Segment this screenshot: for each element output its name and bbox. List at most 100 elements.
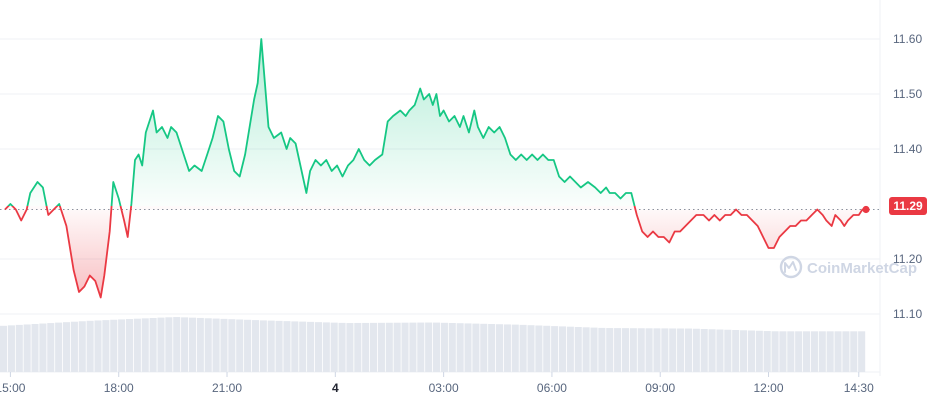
volume-bar: [220, 318, 228, 372]
volume-bar: [283, 321, 291, 372]
volume-bar: [23, 324, 31, 372]
volume-bar: [322, 322, 330, 372]
volume-bar: [118, 319, 126, 372]
volume-bar: [393, 322, 401, 372]
volume-bar: [464, 323, 472, 372]
volume-bar: [598, 327, 606, 372]
volume-bar: [495, 324, 504, 372]
volume-bar: [614, 328, 622, 372]
volume-bar: [606, 328, 614, 372]
volume-bar: [716, 329, 724, 372]
volume-bar: [94, 320, 102, 372]
x-tick-label-3: 4: [332, 381, 339, 395]
watermark: CoinMarketCap: [779, 255, 917, 279]
volume-bar: [55, 322, 63, 372]
volume-bar: [338, 322, 346, 372]
volume-bar: [196, 317, 204, 372]
volume-bar: [417, 322, 425, 372]
volume-bar: [850, 331, 858, 372]
volume-bar: [858, 331, 866, 372]
volume-bar: [621, 328, 630, 372]
volume-bar: [251, 320, 259, 372]
y-tick-label-4: 11.10: [893, 307, 922, 321]
volume-bar: [236, 319, 244, 372]
y-tick-label-3: 11.20: [893, 252, 922, 266]
volume-bar: [677, 328, 685, 372]
volume-bar: [141, 318, 149, 372]
volume-bar: [629, 328, 637, 372]
current-price-badge: [889, 197, 927, 215]
y-tick-label-1: 11.50: [893, 87, 922, 101]
volume-bar: [582, 327, 590, 372]
last-price-dot: [862, 205, 870, 214]
volume-bar: [700, 329, 708, 372]
volume-bar: [47, 323, 55, 372]
volume-bar: [165, 317, 173, 372]
volume-bar: [448, 323, 456, 372]
volume-bar: [102, 320, 110, 372]
volume-bar: [31, 323, 39, 372]
x-tick-label-5: 06:00: [537, 381, 567, 395]
volume-bar: [551, 326, 559, 372]
volume-bar: [842, 331, 850, 372]
x-tick-label-0: 15:00: [0, 381, 26, 395]
x-tick-label-7: 12:00: [754, 381, 784, 395]
volume-bar: [755, 330, 763, 372]
watermark-text: CoinMarketCap: [807, 260, 917, 277]
current-price-text: 11.29: [893, 199, 923, 213]
volume-bar: [0, 325, 8, 372]
volume-bar: [566, 326, 574, 372]
volume-bar: [543, 325, 551, 372]
volume-bar: [669, 328, 677, 372]
x-tick-label-8: 14:30: [844, 381, 874, 395]
volume-bar: [771, 331, 779, 372]
volume-bar: [440, 322, 448, 372]
price-line-up: [7, 38, 636, 206]
volume-bar: [259, 320, 267, 372]
volume-bar: [456, 323, 464, 372]
y-axis: 11.60 11.50 11.40 11.20 11.10: [893, 32, 922, 321]
volume-bar: [314, 322, 322, 372]
volume-bar: [377, 322, 385, 372]
volume-bar: [267, 320, 275, 372]
volume-bar: [480, 323, 488, 372]
volume-bar: [818, 331, 826, 372]
volume-bar: [125, 319, 134, 372]
x-axis: 15:00 18:00 21:00 4 03:00 06:00 09:00 12:00 14:3…: [0, 372, 874, 395]
y-tick-label-0: 11.60: [893, 32, 922, 46]
volume-bar: [763, 331, 771, 372]
volume-bar: [133, 318, 141, 372]
volume-bar: [527, 325, 535, 372]
volume-bar: [110, 319, 118, 372]
volume-bar: [724, 329, 732, 372]
volume-bar: [299, 321, 307, 372]
volume-bar: [732, 330, 740, 372]
volume-bar: [78, 321, 86, 372]
volume-bar: [401, 322, 409, 372]
volume-bar: [834, 331, 842, 372]
x-tick-label-4: 03:00: [429, 381, 459, 395]
volume-bar: [409, 322, 417, 372]
volume-bar: [181, 317, 189, 372]
volume-bar: [810, 331, 818, 372]
volume-bar: [204, 318, 212, 372]
volume-bar: [291, 321, 299, 372]
volume-bar: [86, 320, 94, 372]
volume-bar: [535, 325, 543, 372]
price-area-fill: [5, 39, 866, 298]
x-tick-label-1: 18:00: [104, 381, 134, 395]
volume-bar: [39, 323, 47, 372]
volume-bar: [692, 328, 700, 372]
volume-bar: [212, 318, 220, 372]
current-price-label: 11.29: [889, 197, 927, 215]
volume-bar: [590, 327, 598, 372]
volume-bar: [307, 321, 315, 372]
volume-bar: [503, 324, 511, 372]
volume-bar: [354, 322, 362, 372]
volume-bar: [645, 328, 653, 372]
volume-bar: [244, 319, 252, 372]
price-line: [4, 38, 870, 299]
volume-bar: [362, 322, 370, 372]
